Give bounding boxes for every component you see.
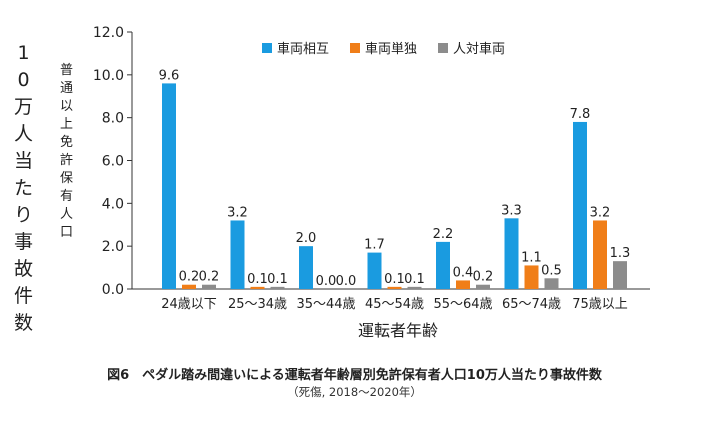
y-axis-label-sub-char: 通 bbox=[60, 81, 74, 96]
data-label: 0.4 bbox=[453, 265, 474, 280]
y-tick-label: 12.0 bbox=[93, 25, 124, 41]
data-label: 0.1 bbox=[267, 272, 288, 287]
data-label: 1.3 bbox=[610, 246, 631, 261]
legend-label: 車両単独 bbox=[365, 41, 417, 57]
data-label: 2.0 bbox=[296, 231, 317, 246]
y-axis-label-main-char: た bbox=[14, 177, 34, 199]
y-tick-label: 8.0 bbox=[102, 111, 124, 127]
y-axis-label-main-char: 故 bbox=[14, 258, 34, 280]
legend-swatch bbox=[438, 43, 448, 53]
data-label: 1.7 bbox=[364, 238, 385, 253]
y-tick-label: 4.0 bbox=[102, 196, 124, 212]
y-axis-label-main-char: 人 bbox=[14, 123, 34, 145]
data-label: 2.2 bbox=[433, 227, 454, 242]
bar-vehicle-mutual bbox=[162, 83, 176, 290]
bar-vehicle-mutual bbox=[367, 252, 382, 289]
data-label: 0.1 bbox=[404, 272, 425, 287]
x-tick-label: 75歳以上 bbox=[572, 297, 628, 312]
y-axis-label-main-char: 事 bbox=[14, 231, 34, 253]
legend-swatch bbox=[262, 43, 272, 53]
legend-label: 人対車両 bbox=[453, 42, 505, 57]
bar-pedestrian-vehicle bbox=[544, 278, 559, 289]
y-axis-label-sub-char: 口 bbox=[60, 225, 74, 240]
y-axis-label-sub-char: 有 bbox=[60, 189, 74, 204]
data-label: 0.2 bbox=[473, 270, 494, 285]
x-tick-label: 24歳以下 bbox=[161, 297, 217, 312]
y-axis-label-main-char: 0 bbox=[17, 69, 30, 91]
y-axis-label-sub: 普通以上免許保有人口 bbox=[60, 64, 73, 244]
bar-vehicle-mutual bbox=[504, 218, 519, 289]
y-axis-label-sub-char: 人 bbox=[60, 207, 74, 222]
figure-caption-title: 図6 ペダル踏み間違いによる運転者年齢層別免許保有者人口10万人当たり事故件数 bbox=[107, 368, 602, 383]
bar-chart: 0.02.04.06.08.010.012.09.60.2 0.224歳以下3.2… bbox=[93, 25, 650, 340]
y-axis-label-sub-char: 上 bbox=[60, 117, 74, 132]
bar-vehicle-mutual bbox=[299, 246, 313, 289]
data-label: 0.2 bbox=[199, 270, 220, 285]
x-tick-label: 45～54歳 bbox=[365, 297, 424, 312]
y-axis-label-sub-char: 許 bbox=[60, 153, 74, 168]
data-label: 7.8 bbox=[570, 107, 591, 122]
y-axis-label-main-char: 数 bbox=[14, 312, 34, 334]
bar-vehicle-single bbox=[593, 220, 607, 289]
y-tick-label: 6.0 bbox=[102, 154, 124, 170]
x-tick-label: 35～44歳 bbox=[296, 297, 355, 312]
bar-vehicle-single bbox=[456, 280, 470, 289]
y-axis-label-main-char: り bbox=[14, 204, 34, 226]
bar-vehicle-single bbox=[182, 284, 196, 289]
y-axis-label-sub-char: 免 bbox=[60, 135, 74, 150]
data-label: 3.2 bbox=[590, 205, 611, 220]
data-label: 9.6 bbox=[159, 68, 180, 83]
legend-swatch bbox=[350, 43, 360, 53]
data-label: 0.1 bbox=[247, 272, 268, 287]
data-label: 3.2 bbox=[227, 205, 248, 220]
data-label: 0.5 bbox=[541, 263, 562, 278]
bar-vehicle-single bbox=[250, 286, 265, 289]
y-axis-label-main-char: 件 bbox=[14, 285, 34, 307]
y-axis-label-main-char: 万 bbox=[14, 96, 34, 118]
bar-vehicle-mutual bbox=[436, 241, 450, 289]
bar-pedestrian-vehicle bbox=[202, 284, 216, 289]
y-axis-label-main: 1 0 万人当たり事故件数 bbox=[14, 44, 33, 341]
x-tick-label: 65～74歳 bbox=[502, 297, 561, 312]
bar-vehicle-mutual bbox=[230, 220, 245, 289]
figure-caption-subtitle: （死傷, 2018～2020年） bbox=[287, 385, 422, 399]
bar-pedestrian-vehicle bbox=[270, 286, 285, 289]
x-tick-label: 55～64歳 bbox=[433, 297, 492, 312]
y-axis-label-sub-char: 以 bbox=[60, 99, 74, 114]
bar-pedestrian-vehicle bbox=[476, 284, 490, 289]
y-axis-label-sub-char: 普 bbox=[60, 63, 74, 78]
x-axis-title: 運転者年齢 bbox=[358, 321, 438, 340]
y-axis-label-main-char: 1 bbox=[17, 42, 30, 64]
data-label: 3.3 bbox=[501, 203, 522, 218]
data-label: 0.1 bbox=[384, 272, 405, 287]
y-tick-label: 2.0 bbox=[102, 239, 124, 255]
data-label: 0.0 bbox=[336, 274, 357, 289]
y-axis-label-sub-char: 保 bbox=[60, 171, 74, 186]
x-tick-label: 25～34歳 bbox=[228, 297, 287, 312]
data-label: 0.2 bbox=[179, 270, 200, 285]
bar-vehicle-single bbox=[387, 286, 402, 289]
bar-vehicle-mutual bbox=[573, 121, 587, 289]
bar-vehicle-single bbox=[524, 265, 539, 289]
y-tick-label: 0.0 bbox=[102, 282, 124, 298]
data-label: 1.1 bbox=[521, 250, 542, 265]
y-tick-label: 10.0 bbox=[93, 68, 124, 84]
y-axis-label-main-char: 当 bbox=[14, 150, 34, 172]
data-label: 0.0 bbox=[316, 274, 337, 289]
legend-label: 車両相互 bbox=[277, 42, 329, 57]
bar-pedestrian-vehicle bbox=[407, 286, 422, 289]
bar-pedestrian-vehicle bbox=[613, 261, 627, 289]
